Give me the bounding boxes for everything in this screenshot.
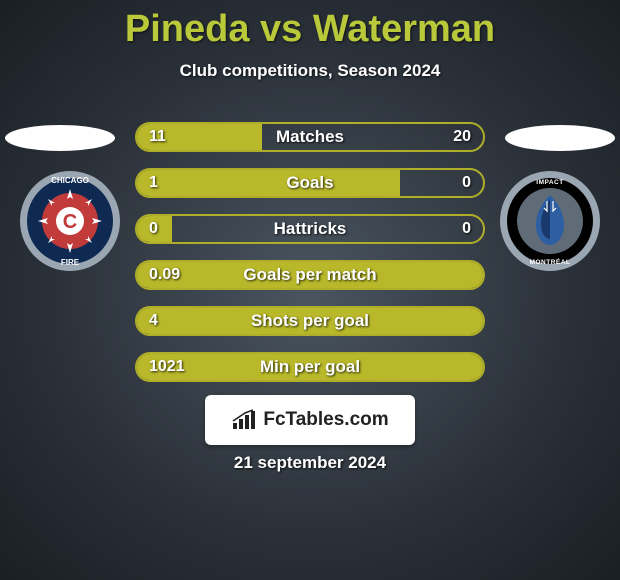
stat-bars: Matches1120Goals10Hattricks00Goals per m… bbox=[135, 122, 485, 398]
montreal-icon: IMPACT MONTRÉAL bbox=[500, 171, 600, 271]
fctables-logo-icon bbox=[231, 409, 259, 431]
stat-left-value: 11 bbox=[149, 122, 166, 152]
stat-bar: Goals per match0.09 bbox=[135, 260, 485, 290]
chicago-fire-icon: CHICAGO FIRE C bbox=[20, 171, 120, 271]
stat-bar-label: Goals bbox=[135, 168, 485, 198]
stat-bar: Matches11 20 bbox=[135, 122, 485, 152]
stat-left-value: 0.09 bbox=[149, 260, 180, 290]
stat-bar-label: Min per goal bbox=[135, 352, 485, 382]
stat-left-value: 1021 bbox=[149, 352, 185, 382]
stat-bar: Shots per goal4 bbox=[135, 306, 485, 336]
team-left-badge: CHICAGO FIRE C bbox=[20, 171, 120, 271]
page-title: Pineda vs Waterman bbox=[0, 0, 620, 51]
shadow-ellipse-right bbox=[505, 125, 615, 151]
comparison-card: Pineda vs Waterman Club competitions, Se… bbox=[0, 0, 620, 580]
team-right-badge: IMPACT MONTRÉAL bbox=[500, 171, 600, 271]
stat-left-value: 1 bbox=[149, 168, 158, 198]
subtitle: Club competitions, Season 2024 bbox=[0, 61, 620, 81]
svg-text:C: C bbox=[63, 211, 77, 233]
stat-bar-label: Hattricks bbox=[135, 214, 485, 244]
stat-bar-label: Goals per match bbox=[135, 260, 485, 290]
stat-left-value: 0 bbox=[149, 214, 158, 244]
stat-right-value: 0 bbox=[462, 168, 471, 198]
stat-bar: Min per goal1021 bbox=[135, 352, 485, 382]
stat-bar-label: Matches bbox=[135, 122, 485, 152]
stat-right-value: 0 bbox=[462, 214, 471, 244]
date-text: 21 september 2024 bbox=[0, 453, 620, 473]
stat-bar: Hattricks0 0 bbox=[135, 214, 485, 244]
svg-text:CHICAGO: CHICAGO bbox=[51, 176, 89, 185]
brand-box: FcTables.com bbox=[205, 395, 415, 445]
stat-bar-label: Shots per goal bbox=[135, 306, 485, 336]
shadow-ellipse-left bbox=[5, 125, 115, 151]
svg-text:FIRE: FIRE bbox=[61, 258, 80, 267]
brand-text: FcTables.com bbox=[263, 409, 388, 431]
stat-right-value: 20 bbox=[453, 122, 471, 152]
stat-left-value: 4 bbox=[149, 306, 158, 336]
stat-bar: Goals1 0 bbox=[135, 168, 485, 198]
svg-text:MONTRÉAL: MONTRÉAL bbox=[530, 257, 571, 266]
svg-text:IMPACT: IMPACT bbox=[536, 179, 563, 186]
